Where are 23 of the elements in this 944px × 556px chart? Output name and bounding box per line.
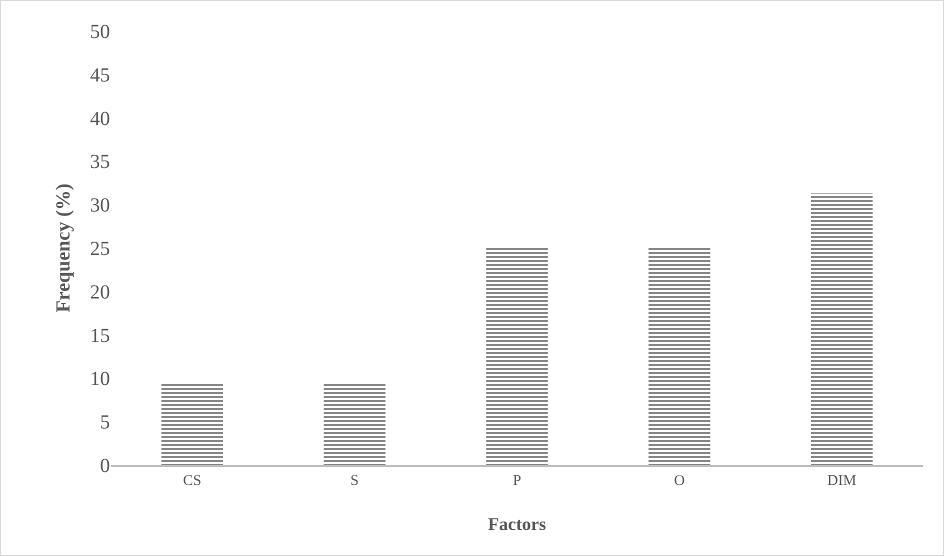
y-tick-label: 40 xyxy=(90,108,110,130)
bar xyxy=(648,248,710,465)
x-tick-label: O xyxy=(674,473,685,489)
y-tick-label: 45 xyxy=(90,64,110,86)
bar xyxy=(161,383,224,465)
y-tick-label: 10 xyxy=(90,368,110,390)
y-tick-label: 50 xyxy=(90,21,110,43)
y-axis-title: Frequency (%) xyxy=(52,183,74,313)
bar xyxy=(486,248,548,465)
bar xyxy=(810,193,873,465)
y-tick-label: 0 xyxy=(100,455,110,477)
y-tick-label: 5 xyxy=(100,412,110,434)
x-axis-title: Factors xyxy=(488,514,546,534)
x-tick-label: DIM xyxy=(827,473,856,489)
x-tick-label: S xyxy=(350,473,359,489)
x-tick-label: P xyxy=(512,473,522,489)
y-tick-label: 35 xyxy=(90,151,110,174)
x-tick-label: CS xyxy=(183,473,202,489)
bar xyxy=(324,383,386,465)
y-tick-label: 25 xyxy=(90,238,110,260)
y-tick-label: 20 xyxy=(90,281,110,304)
y-tick-label: 15 xyxy=(90,324,110,347)
y-tick-label: 30 xyxy=(90,194,110,217)
